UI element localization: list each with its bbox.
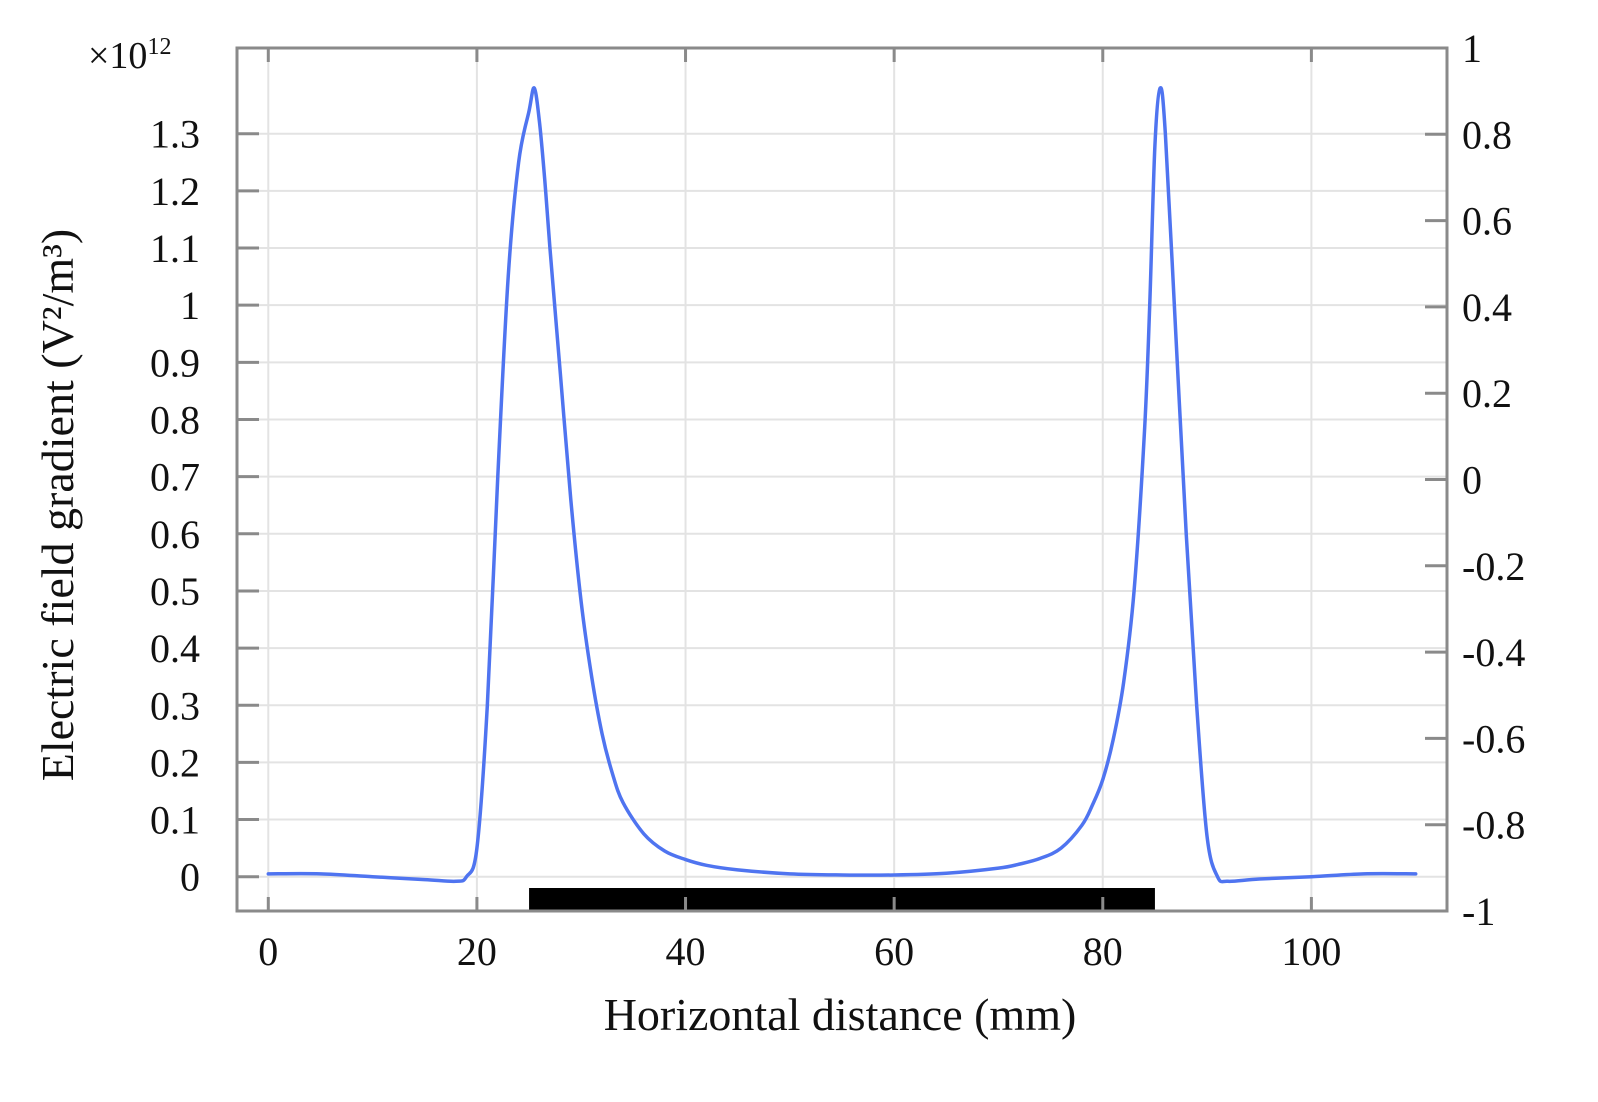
annotation-bar	[529, 888, 1155, 912]
y2-tick-label: -1	[1462, 889, 1495, 934]
y2-tick-label: 0.8	[1462, 112, 1512, 157]
y-axis-exponent: ×1012	[88, 34, 171, 77]
y-tick-label: 1.2	[150, 169, 200, 214]
y2-tick-label: -0.2	[1462, 544, 1525, 589]
y2-tick-label: 0	[1462, 458, 1482, 503]
y2-tick-label: 1	[1462, 26, 1482, 71]
grid-layer	[237, 48, 1447, 911]
y2-tick-label: -0.6	[1462, 716, 1525, 761]
y-tick-label: 0.9	[150, 340, 200, 385]
y-tick-label: 0	[180, 855, 200, 900]
tick-layer: 0 20 40 60 80 100 0 0.1 0.2 0.3 0.4 0.5 0.6 0.7 0.8 0.9…	[150, 26, 1525, 974]
y-tick-label: 1	[180, 283, 200, 328]
y2-tick-label: 0.4	[1462, 285, 1512, 330]
y-tick-label: 0.2	[150, 740, 200, 785]
y-tick-label: 1.3	[150, 112, 200, 157]
x-tick-label: 60	[874, 929, 914, 974]
plot-frame	[235, 46, 1449, 913]
annotation-bar-layer	[529, 888, 1155, 912]
y-tick-label: 0.5	[150, 569, 200, 614]
x-tick-label: 80	[1083, 929, 1123, 974]
x-tick-label: 40	[666, 929, 706, 974]
x-tick-label: 0	[258, 929, 278, 974]
y2-tick-label: -0.8	[1462, 803, 1525, 848]
y2-tick-label: -0.4	[1462, 630, 1525, 675]
series-layer	[266, 85, 1418, 884]
y-tick-label: 0.3	[150, 683, 200, 728]
x-tick-label: 20	[457, 929, 497, 974]
y-axis-exponent-base: ×10	[88, 35, 147, 77]
y-tick-label: 0.4	[150, 626, 200, 671]
y2-tick-label: 0.6	[1462, 199, 1512, 244]
x-tick-label: 100	[1281, 929, 1341, 974]
y2-tick-label: 0.2	[1462, 371, 1512, 416]
y-tick-label: 0.1	[150, 798, 200, 843]
y-tick-label: 0.6	[150, 512, 200, 557]
y-axis-title: Electric field gradient (V²/m³)	[32, 229, 83, 782]
y-tick-label: 1.1	[150, 226, 200, 271]
y-axis-exponent-power: 12	[147, 34, 171, 60]
series-line	[266, 85, 1418, 884]
y-tick-label: 0.8	[150, 397, 200, 442]
x-axis-title: Horizontal distance (mm)	[604, 989, 1077, 1040]
y-tick-label: 0.7	[150, 455, 200, 500]
